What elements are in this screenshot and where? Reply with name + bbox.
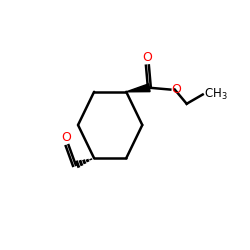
Text: CH$_3$: CH$_3$ [204,87,228,102]
Text: O: O [142,51,152,64]
Text: O: O [171,83,181,96]
Text: O: O [61,132,71,144]
Polygon shape [126,84,150,92]
